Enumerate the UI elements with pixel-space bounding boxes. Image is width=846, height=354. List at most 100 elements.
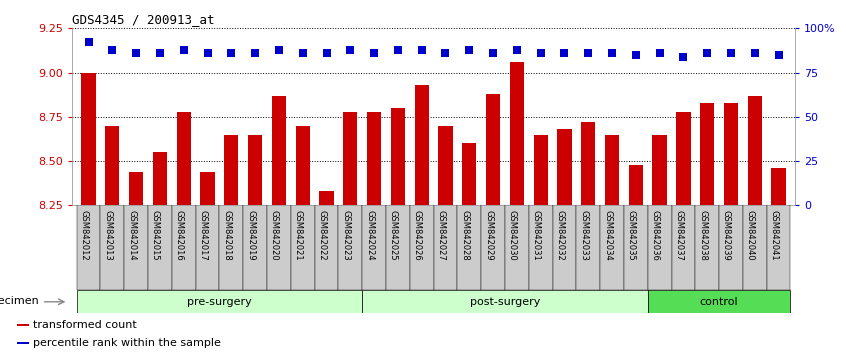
FancyBboxPatch shape bbox=[338, 205, 362, 290]
Point bbox=[249, 50, 262, 56]
Point bbox=[534, 50, 547, 56]
FancyBboxPatch shape bbox=[648, 290, 790, 313]
Point bbox=[653, 50, 667, 56]
Bar bbox=[676, 112, 690, 205]
Point bbox=[367, 50, 381, 56]
Text: post-surgery: post-surgery bbox=[470, 297, 540, 307]
Text: GSM842036: GSM842036 bbox=[651, 210, 660, 261]
FancyBboxPatch shape bbox=[172, 205, 195, 290]
Text: GSM842030: GSM842030 bbox=[508, 210, 517, 260]
FancyBboxPatch shape bbox=[291, 205, 315, 290]
Text: GSM842023: GSM842023 bbox=[341, 210, 350, 260]
Bar bbox=[652, 135, 667, 205]
Point bbox=[700, 50, 714, 56]
Bar bbox=[748, 96, 762, 205]
Point bbox=[605, 50, 618, 56]
Text: GSM842033: GSM842033 bbox=[580, 210, 588, 261]
FancyBboxPatch shape bbox=[481, 205, 505, 290]
Point bbox=[224, 50, 238, 56]
Text: GSM842018: GSM842018 bbox=[222, 210, 231, 260]
Point bbox=[629, 52, 643, 58]
Text: GSM842038: GSM842038 bbox=[698, 210, 707, 261]
FancyBboxPatch shape bbox=[148, 205, 172, 290]
Text: GSM842041: GSM842041 bbox=[770, 210, 778, 260]
Text: GSM842032: GSM842032 bbox=[556, 210, 564, 260]
Bar bbox=[558, 129, 572, 205]
Point bbox=[320, 50, 333, 56]
FancyBboxPatch shape bbox=[695, 205, 719, 290]
Point bbox=[129, 50, 143, 56]
Point bbox=[343, 47, 357, 52]
Point bbox=[272, 47, 286, 52]
Bar bbox=[367, 112, 382, 205]
Point bbox=[677, 54, 690, 59]
Point bbox=[391, 47, 404, 52]
Point bbox=[439, 50, 453, 56]
Bar bbox=[438, 126, 453, 205]
FancyBboxPatch shape bbox=[458, 205, 481, 290]
Point bbox=[486, 50, 500, 56]
Text: GSM842024: GSM842024 bbox=[365, 210, 374, 260]
Text: GSM842014: GSM842014 bbox=[127, 210, 136, 260]
Point bbox=[510, 47, 524, 52]
Bar bbox=[772, 168, 786, 205]
Text: GSM842017: GSM842017 bbox=[199, 210, 207, 260]
FancyBboxPatch shape bbox=[124, 205, 148, 290]
Text: percentile rank within the sample: percentile rank within the sample bbox=[33, 338, 221, 348]
Bar bbox=[129, 172, 143, 205]
Text: GSM842022: GSM842022 bbox=[317, 210, 327, 260]
FancyBboxPatch shape bbox=[743, 205, 766, 290]
Bar bbox=[224, 135, 239, 205]
Text: GSM842021: GSM842021 bbox=[294, 210, 303, 260]
Bar bbox=[81, 73, 96, 205]
Point bbox=[201, 50, 214, 56]
Bar bbox=[153, 152, 167, 205]
FancyBboxPatch shape bbox=[315, 205, 338, 290]
FancyBboxPatch shape bbox=[409, 205, 433, 290]
Bar bbox=[415, 85, 429, 205]
Text: GSM842026: GSM842026 bbox=[413, 210, 421, 260]
Point bbox=[106, 47, 119, 52]
Bar bbox=[509, 62, 524, 205]
Text: GSM842027: GSM842027 bbox=[437, 210, 446, 260]
FancyBboxPatch shape bbox=[433, 205, 458, 290]
Bar bbox=[17, 324, 29, 326]
FancyBboxPatch shape bbox=[77, 290, 362, 313]
Point bbox=[177, 47, 190, 52]
Text: GSM842025: GSM842025 bbox=[389, 210, 398, 260]
Bar bbox=[248, 135, 262, 205]
Text: GSM842028: GSM842028 bbox=[460, 210, 470, 260]
Bar bbox=[343, 112, 357, 205]
Text: GSM842034: GSM842034 bbox=[603, 210, 612, 260]
Point bbox=[415, 47, 428, 52]
Text: GSM842013: GSM842013 bbox=[103, 210, 113, 260]
FancyBboxPatch shape bbox=[362, 290, 648, 313]
Point bbox=[296, 50, 310, 56]
Text: GSM842039: GSM842039 bbox=[722, 210, 731, 260]
Text: GSM842037: GSM842037 bbox=[674, 210, 684, 261]
Text: control: control bbox=[700, 297, 739, 307]
FancyBboxPatch shape bbox=[576, 205, 600, 290]
Point bbox=[724, 50, 738, 56]
FancyBboxPatch shape bbox=[101, 205, 124, 290]
Text: GDS4345 / 200913_at: GDS4345 / 200913_at bbox=[72, 13, 214, 26]
Text: pre-surgery: pre-surgery bbox=[187, 297, 252, 307]
FancyBboxPatch shape bbox=[648, 205, 672, 290]
Text: GSM842040: GSM842040 bbox=[746, 210, 755, 260]
FancyBboxPatch shape bbox=[219, 205, 243, 290]
Point bbox=[772, 52, 785, 58]
FancyBboxPatch shape bbox=[195, 205, 219, 290]
Bar bbox=[319, 191, 333, 205]
Bar bbox=[724, 103, 738, 205]
Point bbox=[153, 50, 167, 56]
FancyBboxPatch shape bbox=[600, 205, 624, 290]
Bar bbox=[700, 103, 714, 205]
Bar bbox=[201, 172, 215, 205]
FancyBboxPatch shape bbox=[529, 205, 552, 290]
Text: GSM842035: GSM842035 bbox=[627, 210, 636, 260]
Text: GSM842016: GSM842016 bbox=[175, 210, 184, 260]
Bar bbox=[295, 126, 310, 205]
Bar bbox=[17, 342, 29, 344]
Bar bbox=[462, 143, 476, 205]
Point bbox=[82, 40, 96, 45]
